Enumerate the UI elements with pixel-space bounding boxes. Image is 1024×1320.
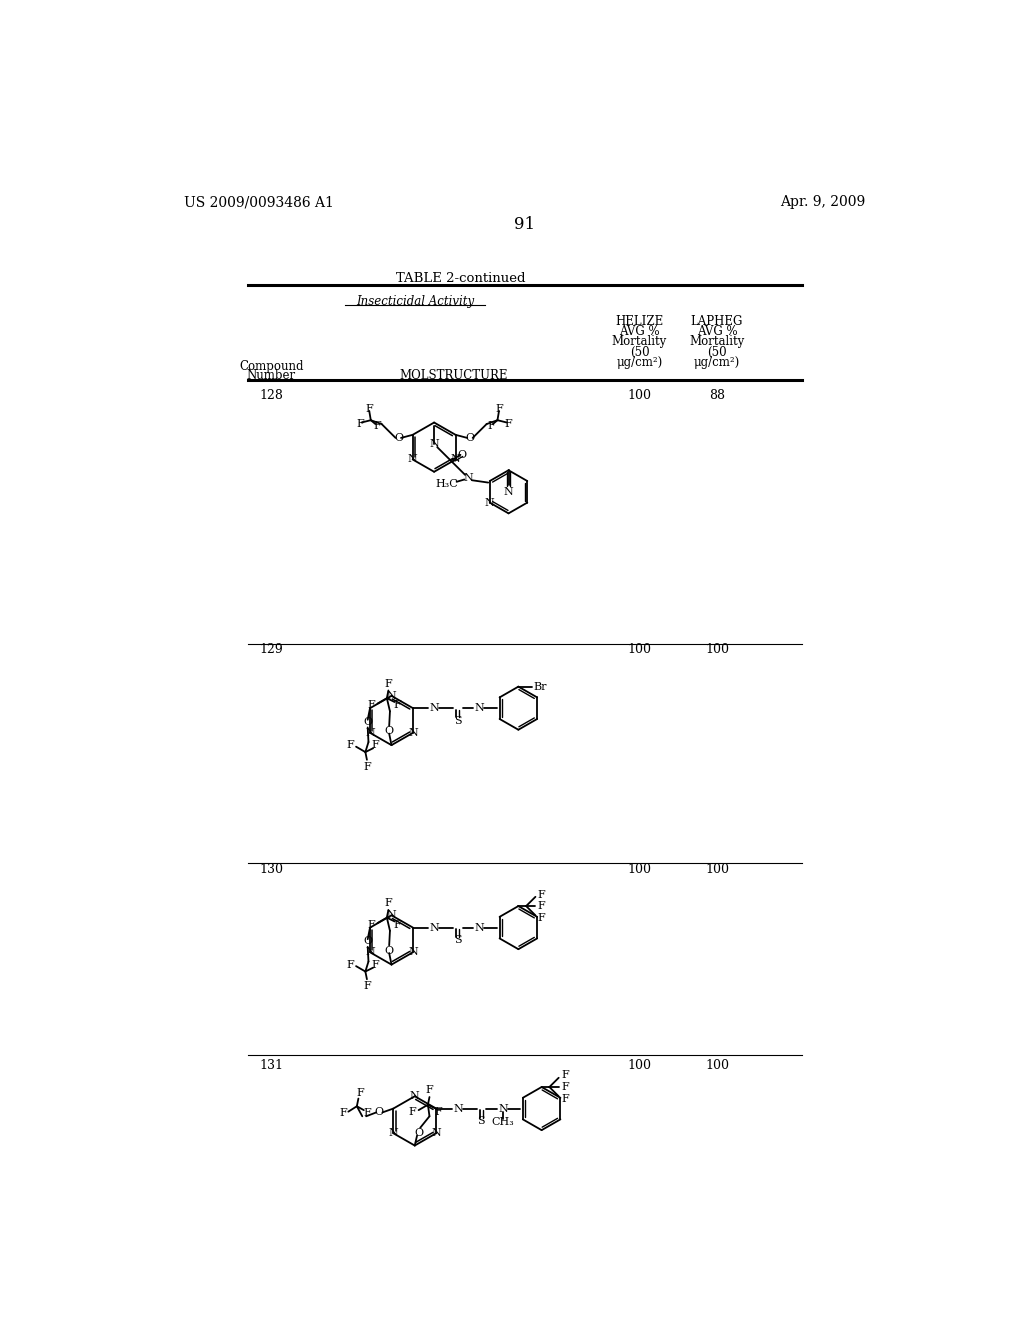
Text: N: N bbox=[475, 923, 484, 933]
Text: F: F bbox=[393, 920, 400, 929]
Text: F: F bbox=[538, 890, 546, 899]
Text: N: N bbox=[430, 704, 439, 713]
Text: F: F bbox=[372, 960, 379, 970]
Text: TABLE 2-continued: TABLE 2-continued bbox=[396, 272, 526, 285]
Text: H₃C: H₃C bbox=[435, 479, 458, 490]
Text: Apr. 9, 2009: Apr. 9, 2009 bbox=[780, 195, 866, 210]
Text: N: N bbox=[429, 440, 439, 449]
Text: F: F bbox=[364, 1109, 371, 1118]
Text: O: O bbox=[414, 1129, 423, 1138]
Text: 91: 91 bbox=[514, 216, 536, 234]
Text: N: N bbox=[409, 727, 418, 738]
Text: O: O bbox=[385, 726, 394, 737]
Text: Compound: Compound bbox=[240, 360, 304, 374]
Text: F: F bbox=[366, 404, 373, 414]
Text: N: N bbox=[463, 473, 473, 483]
Text: CH₃: CH₃ bbox=[492, 1118, 514, 1127]
Text: N: N bbox=[410, 1092, 420, 1101]
Text: N: N bbox=[430, 923, 439, 933]
Text: 100: 100 bbox=[705, 862, 729, 875]
Text: HELIZE: HELIZE bbox=[615, 315, 664, 329]
Text: N: N bbox=[408, 454, 418, 465]
Text: F: F bbox=[393, 700, 400, 710]
Text: 100: 100 bbox=[628, 389, 651, 403]
Text: N: N bbox=[431, 1129, 441, 1138]
Text: F: F bbox=[368, 920, 375, 929]
Text: O: O bbox=[458, 450, 467, 459]
Text: 100: 100 bbox=[628, 1059, 651, 1072]
Text: S: S bbox=[454, 935, 462, 945]
Text: N: N bbox=[387, 690, 396, 701]
Text: F: F bbox=[561, 1082, 568, 1092]
Text: AVG %: AVG % bbox=[620, 326, 659, 338]
Text: O: O bbox=[364, 717, 373, 727]
Text: F: F bbox=[496, 404, 503, 414]
Text: N: N bbox=[504, 487, 513, 496]
Text: F: F bbox=[505, 418, 512, 429]
Text: 131: 131 bbox=[259, 1059, 284, 1072]
Text: μg/cm²): μg/cm²) bbox=[694, 355, 740, 368]
Text: F: F bbox=[409, 1106, 417, 1117]
Text: 130: 130 bbox=[259, 862, 284, 875]
Text: 129: 129 bbox=[259, 643, 284, 656]
Text: N: N bbox=[498, 1104, 508, 1114]
Text: F: F bbox=[364, 981, 371, 991]
Text: N: N bbox=[451, 454, 461, 465]
Text: O: O bbox=[385, 945, 394, 956]
Text: 100: 100 bbox=[705, 1059, 729, 1072]
Text: F: F bbox=[385, 678, 392, 689]
Text: (50: (50 bbox=[708, 346, 727, 359]
Text: N: N bbox=[366, 948, 375, 957]
Text: O: O bbox=[364, 936, 373, 946]
Text: Mortality: Mortality bbox=[689, 335, 744, 348]
Text: F: F bbox=[356, 1088, 365, 1098]
Text: O: O bbox=[375, 1107, 384, 1118]
Text: N: N bbox=[387, 911, 396, 920]
Text: F: F bbox=[538, 912, 546, 923]
Text: N: N bbox=[366, 727, 375, 738]
Text: Br: Br bbox=[534, 681, 547, 692]
Text: LAPHEG: LAPHEG bbox=[691, 315, 743, 329]
Text: N: N bbox=[388, 1129, 398, 1138]
Text: F: F bbox=[356, 418, 364, 429]
Text: MOLSTRUCTURE: MOLSTRUCTURE bbox=[399, 370, 508, 383]
Text: F: F bbox=[561, 1071, 568, 1081]
Text: N: N bbox=[475, 704, 484, 713]
Text: US 2009/0093486 A1: US 2009/0093486 A1 bbox=[183, 195, 334, 210]
Text: μg/cm²): μg/cm²) bbox=[616, 355, 663, 368]
Text: F: F bbox=[426, 1085, 433, 1096]
Text: F: F bbox=[385, 898, 392, 908]
Text: 100: 100 bbox=[628, 862, 651, 875]
Text: 100: 100 bbox=[628, 643, 651, 656]
Text: F: F bbox=[346, 741, 353, 750]
Text: F: F bbox=[364, 762, 371, 772]
Text: AVG %: AVG % bbox=[696, 326, 737, 338]
Text: N: N bbox=[409, 948, 418, 957]
Text: F: F bbox=[372, 741, 379, 750]
Text: Number: Number bbox=[247, 370, 296, 383]
Text: Insecticidal Activity: Insecticidal Activity bbox=[355, 294, 474, 308]
Text: F: F bbox=[373, 421, 381, 432]
Text: 88: 88 bbox=[709, 389, 725, 403]
Text: O: O bbox=[465, 433, 474, 444]
Text: F: F bbox=[538, 902, 546, 911]
Text: F: F bbox=[368, 700, 375, 710]
Text: (50: (50 bbox=[630, 346, 649, 359]
Text: N: N bbox=[484, 498, 495, 508]
Text: S: S bbox=[477, 1115, 485, 1126]
Text: 128: 128 bbox=[259, 389, 284, 403]
Text: F: F bbox=[434, 1106, 442, 1117]
Text: Mortality: Mortality bbox=[612, 335, 667, 348]
Text: F: F bbox=[340, 1109, 347, 1118]
Text: F: F bbox=[561, 1093, 568, 1104]
Text: F: F bbox=[346, 960, 353, 970]
Text: S: S bbox=[454, 715, 462, 726]
Text: 100: 100 bbox=[705, 643, 729, 656]
Text: N: N bbox=[453, 1104, 463, 1114]
Text: O: O bbox=[394, 433, 403, 444]
Text: F: F bbox=[487, 421, 496, 432]
